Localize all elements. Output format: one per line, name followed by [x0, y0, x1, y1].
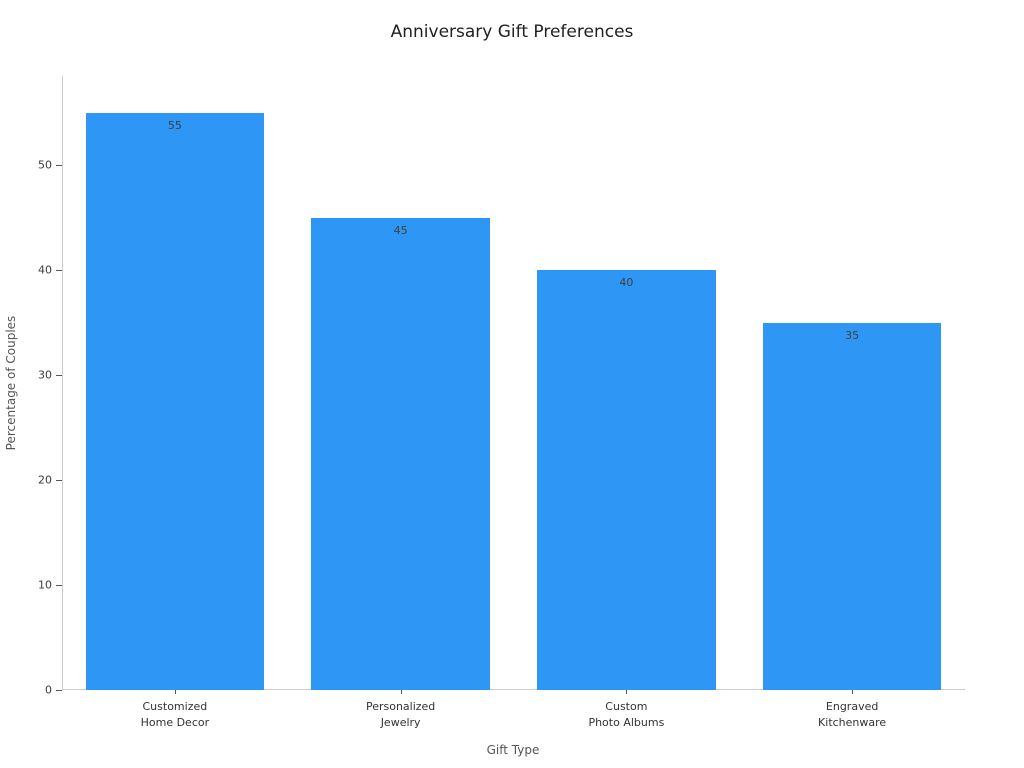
- y-tick-label: 0: [45, 683, 52, 697]
- bar-value-label: 55: [167, 118, 182, 132]
- y-tick-label: 30: [38, 368, 52, 382]
- x-tick-label-line: Photo Albums: [588, 716, 665, 729]
- y-tick-mark: [56, 585, 62, 587]
- y-tick-label: 40: [38, 263, 52, 277]
- bar: [537, 270, 716, 690]
- x-axis-label: Gift Type: [486, 743, 540, 757]
- bar-value-label: 35: [845, 328, 860, 342]
- x-tick-label-line: Custom: [605, 700, 648, 713]
- y-tick-mark: [56, 375, 62, 377]
- x-tick-label-line: Engraved: [825, 700, 879, 713]
- y-axis-line: [62, 76, 63, 690]
- y-tick-mark: [56, 480, 62, 482]
- x-tick-label-line: Kitchenware: [818, 716, 887, 729]
- x-tick-mark: [174, 690, 176, 694]
- x-tick-label: Custom Photo Albums: [588, 699, 664, 731]
- y-tick-mark: [56, 690, 62, 691]
- x-tick-mark: [626, 690, 628, 694]
- y-tick-label: 50: [38, 158, 52, 172]
- x-axis-line: [62, 689, 965, 690]
- bar-value-label: 45: [393, 223, 408, 237]
- y-tick-label: 20: [38, 473, 52, 487]
- x-tick-label-line: Customized: [142, 700, 208, 713]
- chart-title: Anniversary Gift Preferences: [390, 22, 634, 42]
- y-tick-mark: [56, 270, 62, 272]
- bar: [311, 217, 490, 690]
- x-tick-label: Customized Home Decor: [141, 699, 210, 731]
- x-tick-label: Personalized Jewelry: [366, 699, 435, 731]
- plot-area: 0 10 20 30 40 50 55 Customized Home Decor 45 Perso…: [38, 76, 965, 729]
- bar-value-label: 40: [619, 276, 634, 290]
- x-tick-label-line: Personalized: [365, 700, 436, 713]
- x-tick-label-line: Jewelry: [380, 716, 421, 729]
- y-axis-label: Percentage of Couples: [4, 315, 18, 451]
- bar: [85, 112, 265, 690]
- y-tick-label: 10: [38, 578, 52, 592]
- x-tick-mark: [400, 690, 402, 694]
- x-tick-mark: [852, 690, 854, 694]
- y-tick-mark: [56, 165, 62, 167]
- x-tick-label: Engraved Kitchenware: [818, 699, 886, 731]
- x-tick-label-line: Home Decor: [140, 716, 210, 729]
- bar: [762, 322, 942, 690]
